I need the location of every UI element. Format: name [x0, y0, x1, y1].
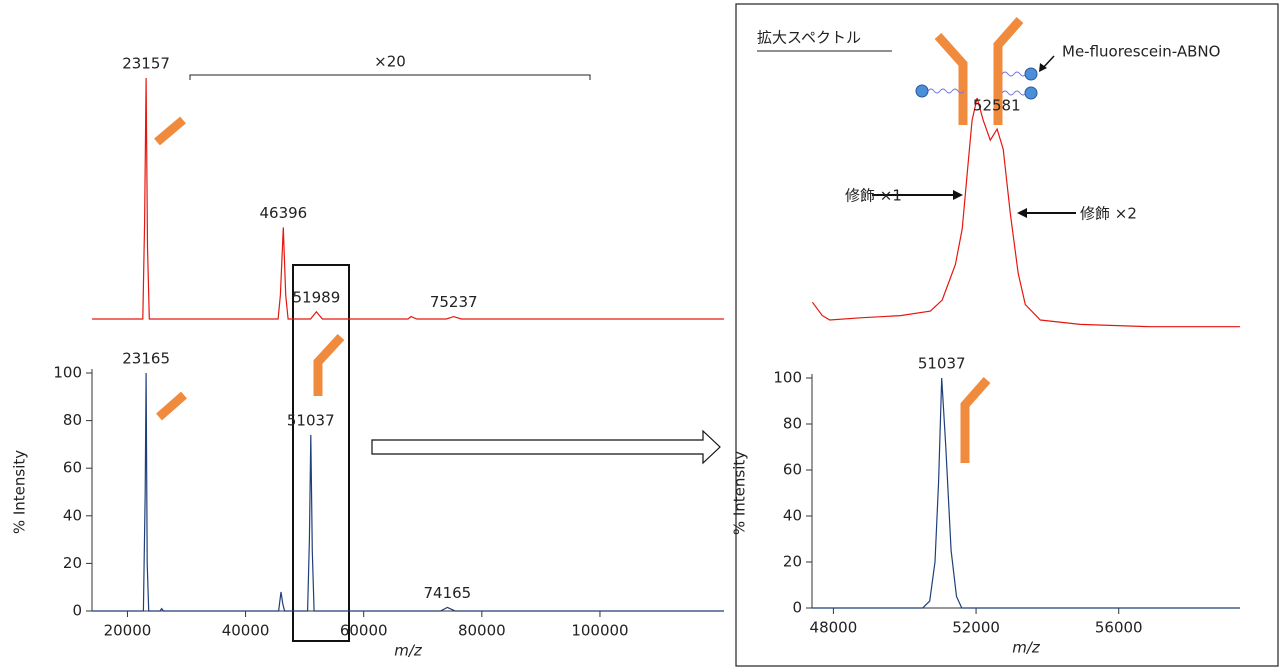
- peak-label: 51037: [918, 355, 966, 373]
- light-chain-icon: [156, 391, 187, 421]
- peak-label: 51989: [293, 288, 341, 306]
- y-tick-label: 0: [72, 602, 82, 620]
- fluorophore: [915, 84, 929, 98]
- peak-label: 52581: [973, 97, 1021, 115]
- x-axis-title: m/z: [394, 642, 423, 660]
- heavy-chain-icon: [313, 333, 345, 396]
- highlight-box: [292, 264, 350, 642]
- y-tick-label: 80: [783, 415, 802, 433]
- fluorophore: [1024, 86, 1038, 100]
- zoom-panel-border: [735, 3, 1279, 667]
- light-chain-icon: [154, 116, 186, 146]
- annotation: Me-fluorescein-ABNO: [1062, 43, 1220, 61]
- heavy-chain-icon: [934, 33, 968, 125]
- pointer-arrowhead: [1039, 63, 1047, 72]
- x-tick-label: 48000: [810, 619, 858, 637]
- pointer-arrowhead: [1017, 208, 1027, 218]
- peak-label: 74165: [424, 584, 472, 602]
- zoom-arrow: [371, 429, 721, 465]
- spectrum-line: [811, 97, 1240, 328]
- linker: [1001, 71, 1027, 77]
- annotation: 修飾 ×1: [845, 187, 902, 205]
- y-tick-label: 100: [773, 369, 802, 387]
- peak-label: 23165: [122, 350, 170, 368]
- fluorophore: [1024, 67, 1038, 81]
- y-tick-label: 20: [63, 554, 82, 572]
- scale-bracket: [189, 74, 591, 80]
- y-tick-label: 40: [63, 506, 82, 524]
- y-tick-label: 60: [783, 461, 802, 479]
- panel-title: 拡大スペクトル: [757, 29, 861, 47]
- x-tick-label: 40000: [222, 622, 270, 640]
- x-axis-title: m/z: [1012, 639, 1041, 657]
- linker: [1001, 90, 1027, 96]
- y-axis-title: % Intensity: [11, 450, 29, 534]
- y-tick-label: 100: [53, 364, 82, 382]
- y-tick-label: 60: [63, 459, 82, 477]
- y-axis-title: % Intensity: [731, 451, 749, 535]
- spectrum-line: [92, 77, 724, 320]
- x-tick-label: 56000: [1095, 619, 1143, 637]
- y-tick-label: 80: [63, 411, 82, 429]
- pointer-arrowhead: [953, 190, 963, 200]
- peak-label: 46396: [259, 204, 307, 222]
- spectrum-line: [92, 372, 724, 612]
- spectrum-line: [812, 377, 1240, 609]
- y-tick-label: 0: [792, 599, 802, 617]
- x-tick-label: 80000: [458, 622, 506, 640]
- x-tick-label: 20000: [104, 622, 152, 640]
- annotation: 修飾 ×2: [1080, 205, 1137, 223]
- linker: [927, 88, 965, 94]
- peak-label: 51037: [287, 411, 335, 429]
- y-tick-label: 20: [783, 553, 802, 571]
- x-tick-label: 100000: [571, 622, 628, 640]
- x-tick-label: 52000: [952, 619, 1000, 637]
- y-tick-label: 40: [783, 507, 802, 525]
- heavy-chain-icon: [960, 377, 991, 463]
- x-tick-label: 60000: [340, 622, 388, 640]
- peak-label: 75237: [430, 293, 478, 311]
- annotation: ×20: [374, 53, 406, 71]
- peak-label: 23157: [122, 55, 170, 73]
- heavy-chain-icon: [993, 17, 1024, 125]
